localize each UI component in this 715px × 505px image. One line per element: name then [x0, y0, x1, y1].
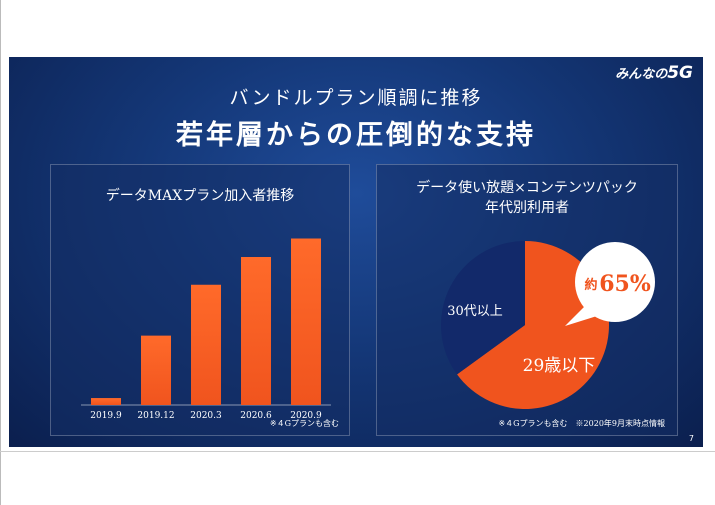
pie-label: 29歳以下 — [523, 356, 596, 376]
callout-bubble — [575, 242, 655, 322]
x-tick-label: 2019.9 — [90, 411, 122, 421]
x-tick-label: 2020.6 — [240, 411, 272, 421]
slide: みんなの5G バンドルプラン順調に推移 若年層からの圧倒的な支持 データMAXプ… — [9, 57, 703, 447]
bar-chart: 2019.9 2019.12 2020.3 2020.6 2020.9 — [81, 238, 331, 421]
pie-label: 30代以上 — [447, 304, 503, 319]
brand-logo: みんなの5G — [615, 63, 693, 83]
pie-chart-title-line1: データ使い放題×コンテンツパック — [416, 180, 638, 196]
pie-slice-under-29 — [457, 241, 609, 409]
brand-small-text: みんなの — [615, 67, 668, 82]
bar — [191, 284, 221, 405]
callout-prefix: 約 — [584, 277, 597, 293]
callout-value: 65% — [599, 271, 651, 297]
pie-chart-panel: データ使い放題×コンテンツパック 年代別利用者 29歳以下 30代以上 約 65% ※… — [376, 164, 678, 436]
subheadline: バンドルプラン順調に推移 — [229, 87, 483, 109]
headline: 若年層からの圧倒的な支持 — [176, 120, 536, 151]
page-edge-line — [0, 0, 1, 505]
bar-chart-title: データMAXプラン加入者推移 — [105, 188, 295, 204]
bar — [141, 335, 171, 405]
bar — [291, 238, 321, 405]
pie-chart-note: ※４Gプランも含む ※2020年9月末時点情報 — [498, 419, 665, 428]
x-tick-label: 2019.12 — [137, 411, 174, 421]
bar — [241, 257, 271, 405]
pie-chart: 29歳以下 30代以上 約 65% — [441, 241, 655, 409]
bar — [91, 398, 121, 405]
pie-chart-title-line2: 年代別利用者 — [485, 200, 569, 216]
brand-5g-text: 5G — [667, 63, 693, 83]
bar-chart-panel: データMAXプラン加入者推移 2019.9 2019.12 2020.3 2020.6… — [50, 164, 350, 436]
x-tick-label: 2020.3 — [190, 411, 222, 421]
bottom-rule — [0, 451, 715, 452]
page-number: 7 — [688, 434, 694, 443]
bar-chart-note: ※４Gプランも含む — [269, 419, 339, 428]
x-tick-label: 2020.9 — [290, 411, 322, 421]
pie-slice-30-plus — [441, 241, 525, 375]
